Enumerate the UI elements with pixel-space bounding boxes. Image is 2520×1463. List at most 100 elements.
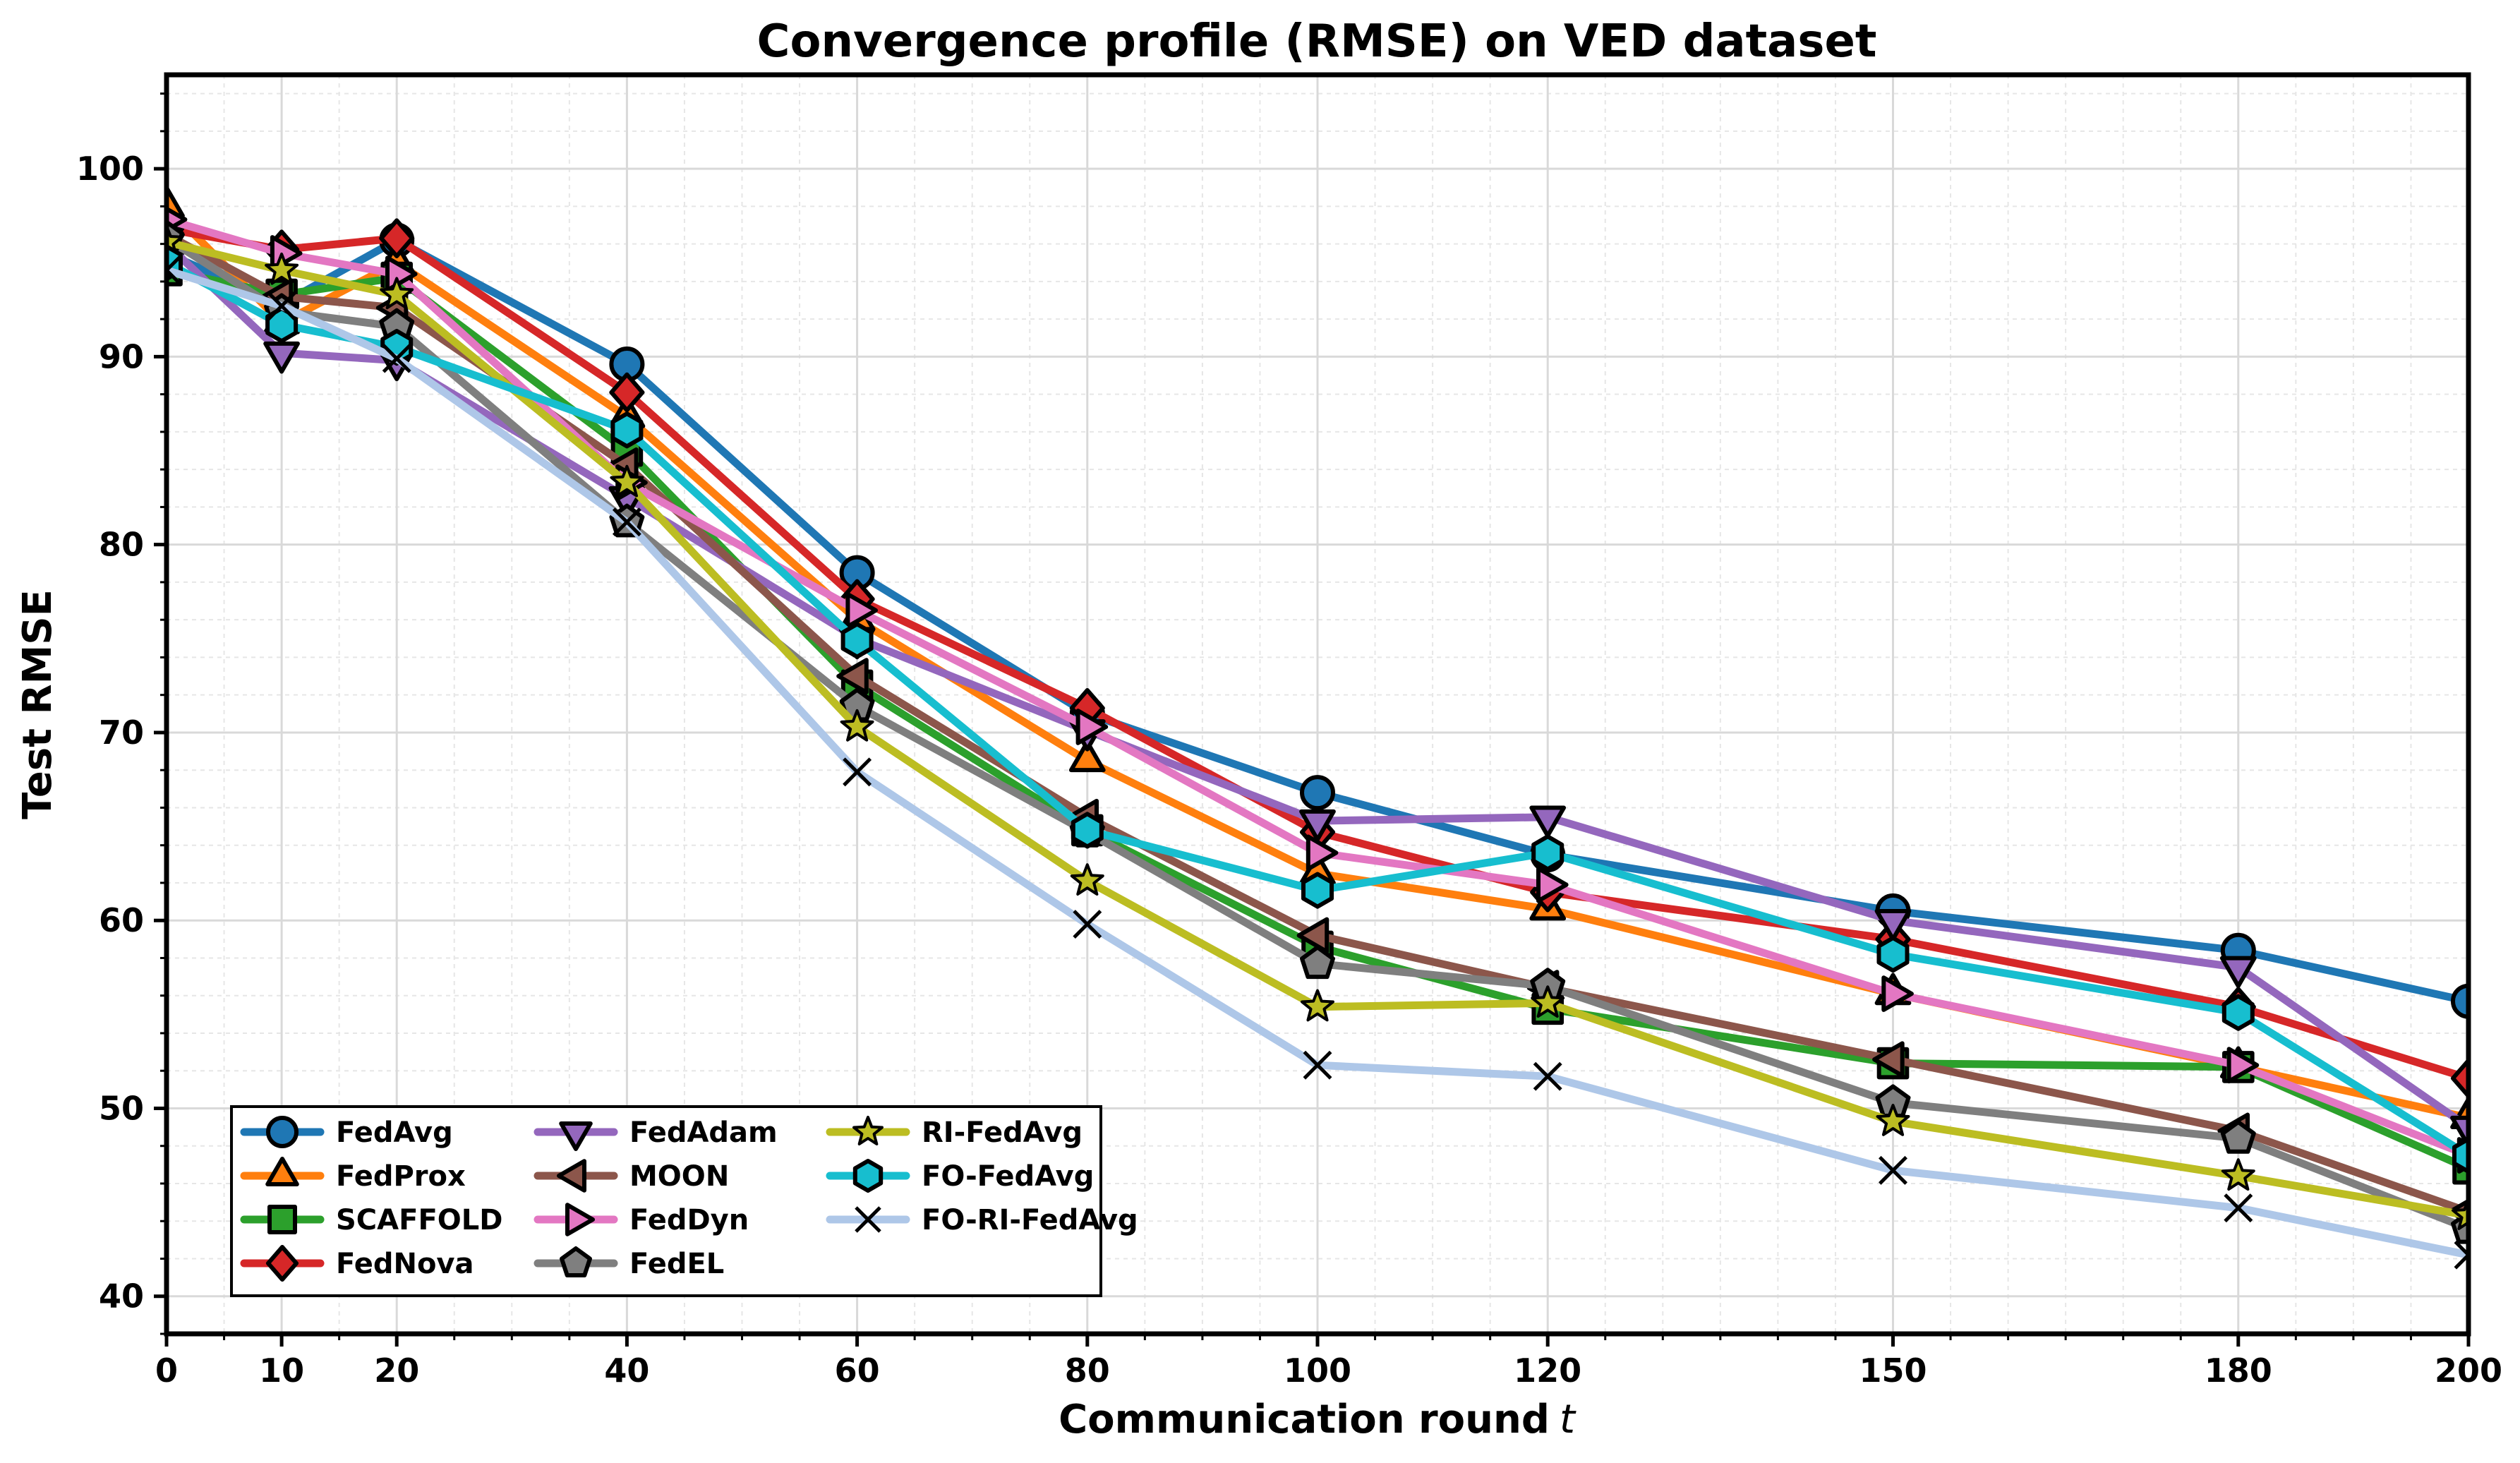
legend: FedAvg FedProx SCAFFOLD FedNova FedAdam MOON F… <box>230 1105 1138 1297</box>
legend-entry-fednova: FedNova <box>240 1245 474 1282</box>
legend-label-fedprox: FedProx <box>336 1160 466 1193</box>
legend-label-feddyn: FedDyn <box>629 1204 749 1236</box>
x-tick-label: 120 <box>1514 1351 1581 1390</box>
y-tick-label: 60 <box>99 901 144 939</box>
legend-marker-fo-ri-fedavg <box>855 1206 881 1233</box>
x-marker-stroke <box>612 507 641 537</box>
y-tick-label: 90 <box>99 337 144 375</box>
data-point-fo-fedavg <box>840 622 874 659</box>
data-point-fo-ri-fedavg <box>2224 1193 2253 1223</box>
legend-entry-fedprox: FedProx <box>240 1157 466 1193</box>
legend-marker-feddyn <box>565 1203 595 1236</box>
data-point-ri-fedavg <box>2221 1158 2255 1191</box>
legend-label-fednova: FedNova <box>336 1248 474 1280</box>
legend-marker-ri-fedavg <box>852 1116 884 1145</box>
x-marker-stroke <box>167 255 181 273</box>
x-marker-stroke <box>2454 1240 2468 1258</box>
legend-entry-moon: MOON <box>533 1159 729 1193</box>
data-point-feddyn <box>845 592 878 629</box>
x-axis-label-var: t <box>1560 1397 1576 1443</box>
legend-label-scaffold: SCAFFOLD <box>336 1204 502 1236</box>
data-point-ri-fedavg <box>1070 863 1104 896</box>
series-ri-fedavg <box>167 224 2468 1230</box>
data-point-fedprox <box>1068 740 1106 773</box>
x-marker-stroke <box>855 1206 881 1233</box>
x-marker-stroke <box>1533 1061 1562 1091</box>
chart-title: Convergence profile (RMSE) on VED datase… <box>757 16 1877 68</box>
data-point-fedadam <box>1874 909 1912 941</box>
x-marker-stroke <box>1303 1050 1332 1080</box>
data-point-fednova <box>2451 1058 2468 1099</box>
data-point-fo-ri-fedavg <box>167 255 181 285</box>
series-fo-ri-fedavg <box>167 255 2468 1270</box>
data-point-fedadam <box>1299 809 1336 842</box>
data-point-fo-fedavg <box>1071 812 1104 849</box>
legend-marker-fedadam <box>559 1121 593 1151</box>
data-point-fo-ri-fedavg <box>267 291 296 320</box>
legend-box <box>230 1105 1102 1297</box>
data-point-fednova <box>609 372 645 413</box>
data-point-fedadam <box>2219 956 2257 989</box>
x-tick-label: 200 <box>2435 1351 2502 1390</box>
x-marker-stroke <box>2224 1193 2253 1223</box>
data-point-fo-fedavg <box>1531 834 1565 872</box>
data-point-moon <box>1872 1041 1905 1078</box>
x-marker-stroke <box>2454 1252 2468 1270</box>
legend-entry-fedel: FedEL <box>533 1246 724 1280</box>
legend-marker-fedel <box>560 1246 592 1277</box>
legend-label-fedadam: FedAdam <box>629 1116 778 1149</box>
x-marker-stroke <box>267 291 296 320</box>
x-tick-label: 100 <box>1284 1351 1351 1390</box>
data-point-fedadam <box>263 341 300 374</box>
data-point-fo-ri-fedavg <box>1303 1050 1332 1080</box>
y-tick-label: 50 <box>99 1089 144 1127</box>
legend-label-fo-fedavg: FO-FedAvg <box>922 1160 1094 1193</box>
data-point-fedel <box>2220 1119 2256 1154</box>
y-axis-label: Test RMSE <box>15 589 61 819</box>
data-point-feddyn <box>1075 709 1109 745</box>
legend-entry-fo-ri-fedavg: FO-RI-FedAvg <box>826 1204 1138 1236</box>
data-point-fedavg <box>1300 775 1335 811</box>
data-point-ri-fedavg <box>1876 1104 1910 1136</box>
data-point-fo-fedavg <box>1876 936 1910 973</box>
legend-entry-fo-fedavg: FO-FedAvg <box>826 1159 1094 1193</box>
data-point-feddyn <box>1881 975 1914 1012</box>
data-point-ri-fedavg <box>1301 989 1334 1022</box>
data-point-fedadam <box>1529 805 1567 838</box>
data-point-ri-fedavg <box>265 252 299 285</box>
legend-label-fo-ri-fedavg: FO-RI-FedAvg <box>922 1204 1138 1236</box>
legend-label-fedavg: FedAvg <box>336 1116 453 1149</box>
y-tick-label: 100 <box>76 150 144 188</box>
data-point-feddyn <box>1306 834 1339 872</box>
axis-ticks: 0 10 20 40 60 80 100 120 150 180 200 40 50 60 70 80 90 10… <box>76 92 2502 1390</box>
data-point-fo-ri-fedavg <box>843 757 872 787</box>
legend-label-fedel: FedEL <box>629 1248 724 1280</box>
x-marker-stroke <box>1073 910 1102 939</box>
x-tick-label: 150 <box>1859 1351 1927 1390</box>
x-tick-label: 80 <box>1065 1351 1110 1390</box>
x-tick-label: 0 <box>155 1351 178 1390</box>
data-point-fo-fedavg <box>610 411 644 449</box>
data-point-fo-ri-fedavg <box>612 507 641 537</box>
legend-marker-fedprox <box>265 1157 299 1186</box>
x-marker-stroke <box>1879 1155 1907 1185</box>
legend-entry-fedavg: FedAvg <box>240 1116 453 1149</box>
legend-label-ri-fedavg: RI-FedAvg <box>922 1116 1083 1149</box>
x-tick-label: 180 <box>2205 1351 2272 1390</box>
data-point-fo-ri-fedavg <box>1879 1155 1907 1185</box>
x-axis-label: Communication round t <box>1059 1397 1576 1443</box>
data-point-fo-ri-fedavg <box>1073 910 1102 939</box>
x-axis-label-text: Communication round <box>1059 1397 1550 1443</box>
data-point-ri-fedavg <box>610 464 644 498</box>
data-point-fednova <box>379 218 415 258</box>
data-point-feddyn <box>2226 1047 2260 1084</box>
data-point-ri-fedavg <box>380 277 414 310</box>
data-point-feddyn <box>1536 866 1569 903</box>
data-point-fedel <box>1300 945 1335 980</box>
data-point-fo-fedavg <box>1301 872 1334 909</box>
x-tick-label: 10 <box>259 1351 304 1390</box>
x-tick-label: 20 <box>374 1351 419 1390</box>
data-point-fo-ri-fedavg <box>382 344 411 373</box>
